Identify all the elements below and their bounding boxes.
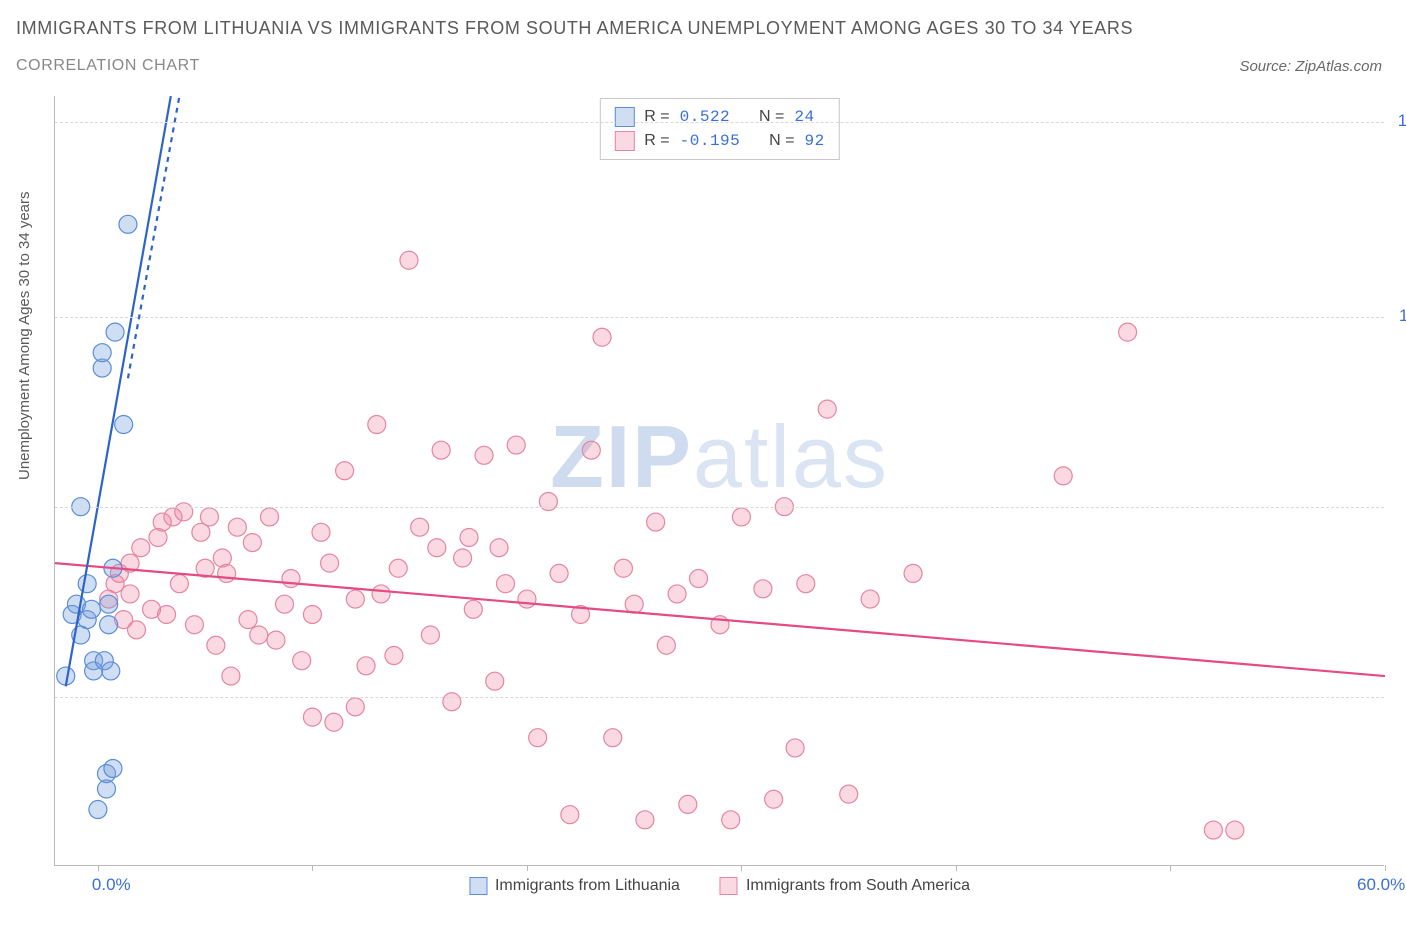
- scatter-svg: [55, 96, 1385, 866]
- legend-label-sa: Immigrants from South America: [746, 877, 970, 895]
- legend-label-lithuania: Immigrants from Lithuania: [495, 877, 680, 895]
- h-gridline: [55, 122, 1384, 123]
- source-label: Source: ZipAtlas.com: [1239, 58, 1382, 75]
- swatch-lithuania: [614, 107, 634, 127]
- swatch-sa-icon: [720, 877, 738, 895]
- y-tick-label: 11.2%: [1399, 306, 1406, 326]
- n-prefix: N =: [759, 105, 784, 129]
- x-tick-mark: [527, 865, 528, 871]
- x-tick-mark: [98, 865, 99, 871]
- chart-subtitle: CORRELATION CHART: [16, 57, 1206, 75]
- n-prefix: N =: [769, 129, 794, 153]
- plot-container: ZIPatlas R = 0.522 N = 24 R = -0.195 N =…: [54, 96, 1384, 866]
- x-tick-mark: [312, 865, 313, 871]
- x-tick-mark: [1170, 865, 1171, 871]
- y-axis-label: Unemployment Among Ages 30 to 34 years: [16, 191, 33, 480]
- x-tick-mark: [1385, 865, 1386, 871]
- r-value-lithuania: 0.522: [680, 105, 731, 129]
- plot-area: ZIPatlas R = 0.522 N = 24 R = -0.195 N =…: [54, 96, 1384, 866]
- x-tick-label: 60.0%: [1357, 875, 1405, 895]
- n-value-sa: 92: [804, 129, 824, 153]
- h-gridline: [55, 317, 1384, 318]
- h-gridline: [55, 697, 1384, 698]
- x-tick-label: 0.0%: [92, 875, 131, 895]
- r-value-sa: -0.195: [680, 129, 741, 153]
- stats-legend: R = 0.522 N = 24 R = -0.195 N = 92: [599, 98, 839, 160]
- legend-item-sa: Immigrants from South America: [720, 877, 970, 895]
- x-tick-mark: [741, 865, 742, 871]
- series-legend: Immigrants from Lithuania Immigrants fro…: [469, 877, 970, 895]
- swatch-sa: [614, 131, 634, 151]
- x-tick-mark: [956, 865, 957, 871]
- swatch-lithuania-icon: [469, 877, 487, 895]
- n-value-lithuania: 24: [794, 105, 814, 129]
- h-gridline: [55, 507, 1384, 508]
- legend-item-lithuania: Immigrants from Lithuania: [469, 877, 680, 895]
- legend-row-lithuania: R = 0.522 N = 24: [614, 105, 824, 129]
- r-prefix: R =: [644, 105, 669, 129]
- y-tick-label: 15.0%: [1398, 111, 1406, 131]
- r-prefix: R =: [644, 129, 669, 153]
- legend-row-sa: R = -0.195 N = 92: [614, 129, 824, 153]
- chart-title: IMMIGRANTS FROM LITHUANIA VS IMMIGRANTS …: [16, 18, 1206, 39]
